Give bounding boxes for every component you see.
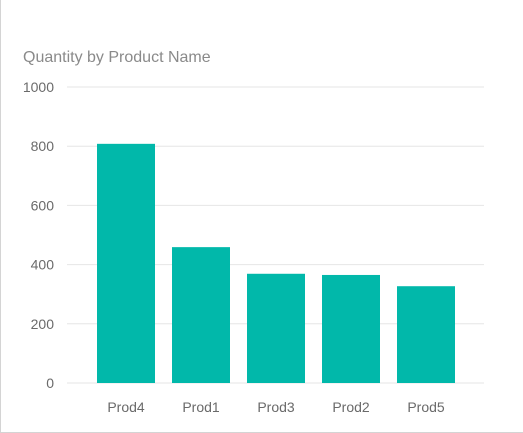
- x-tick-label: Prod4: [107, 399, 145, 415]
- x-tick-label: Prod3: [257, 399, 295, 415]
- bar-prod5[interactable]: [397, 286, 455, 383]
- y-tick-label: 1000: [23, 79, 54, 95]
- y-tick-label: 400: [31, 257, 55, 273]
- y-tick-label: 600: [31, 197, 55, 213]
- bar-prod2[interactable]: [322, 274, 380, 383]
- y-axis-ticks: 0 200 400 600 800 1000: [23, 79, 54, 391]
- bar-prod4[interactable]: [97, 143, 155, 383]
- chart-title: Quantity by Product Name: [23, 49, 211, 66]
- y-tick-label: 0: [46, 375, 54, 391]
- y-tick-label: 200: [31, 316, 55, 332]
- bar-prod3[interactable]: [247, 273, 305, 383]
- bars: [97, 143, 455, 383]
- x-tick-label: Prod2: [332, 399, 370, 415]
- x-tick-label: Prod5: [407, 399, 445, 415]
- bar-prod1[interactable]: [172, 247, 230, 383]
- x-tick-label: Prod1: [182, 399, 220, 415]
- x-axis-ticks: Prod4 Prod1 Prod3 Prod2 Prod5: [107, 399, 445, 415]
- y-tick-label: 800: [31, 138, 55, 154]
